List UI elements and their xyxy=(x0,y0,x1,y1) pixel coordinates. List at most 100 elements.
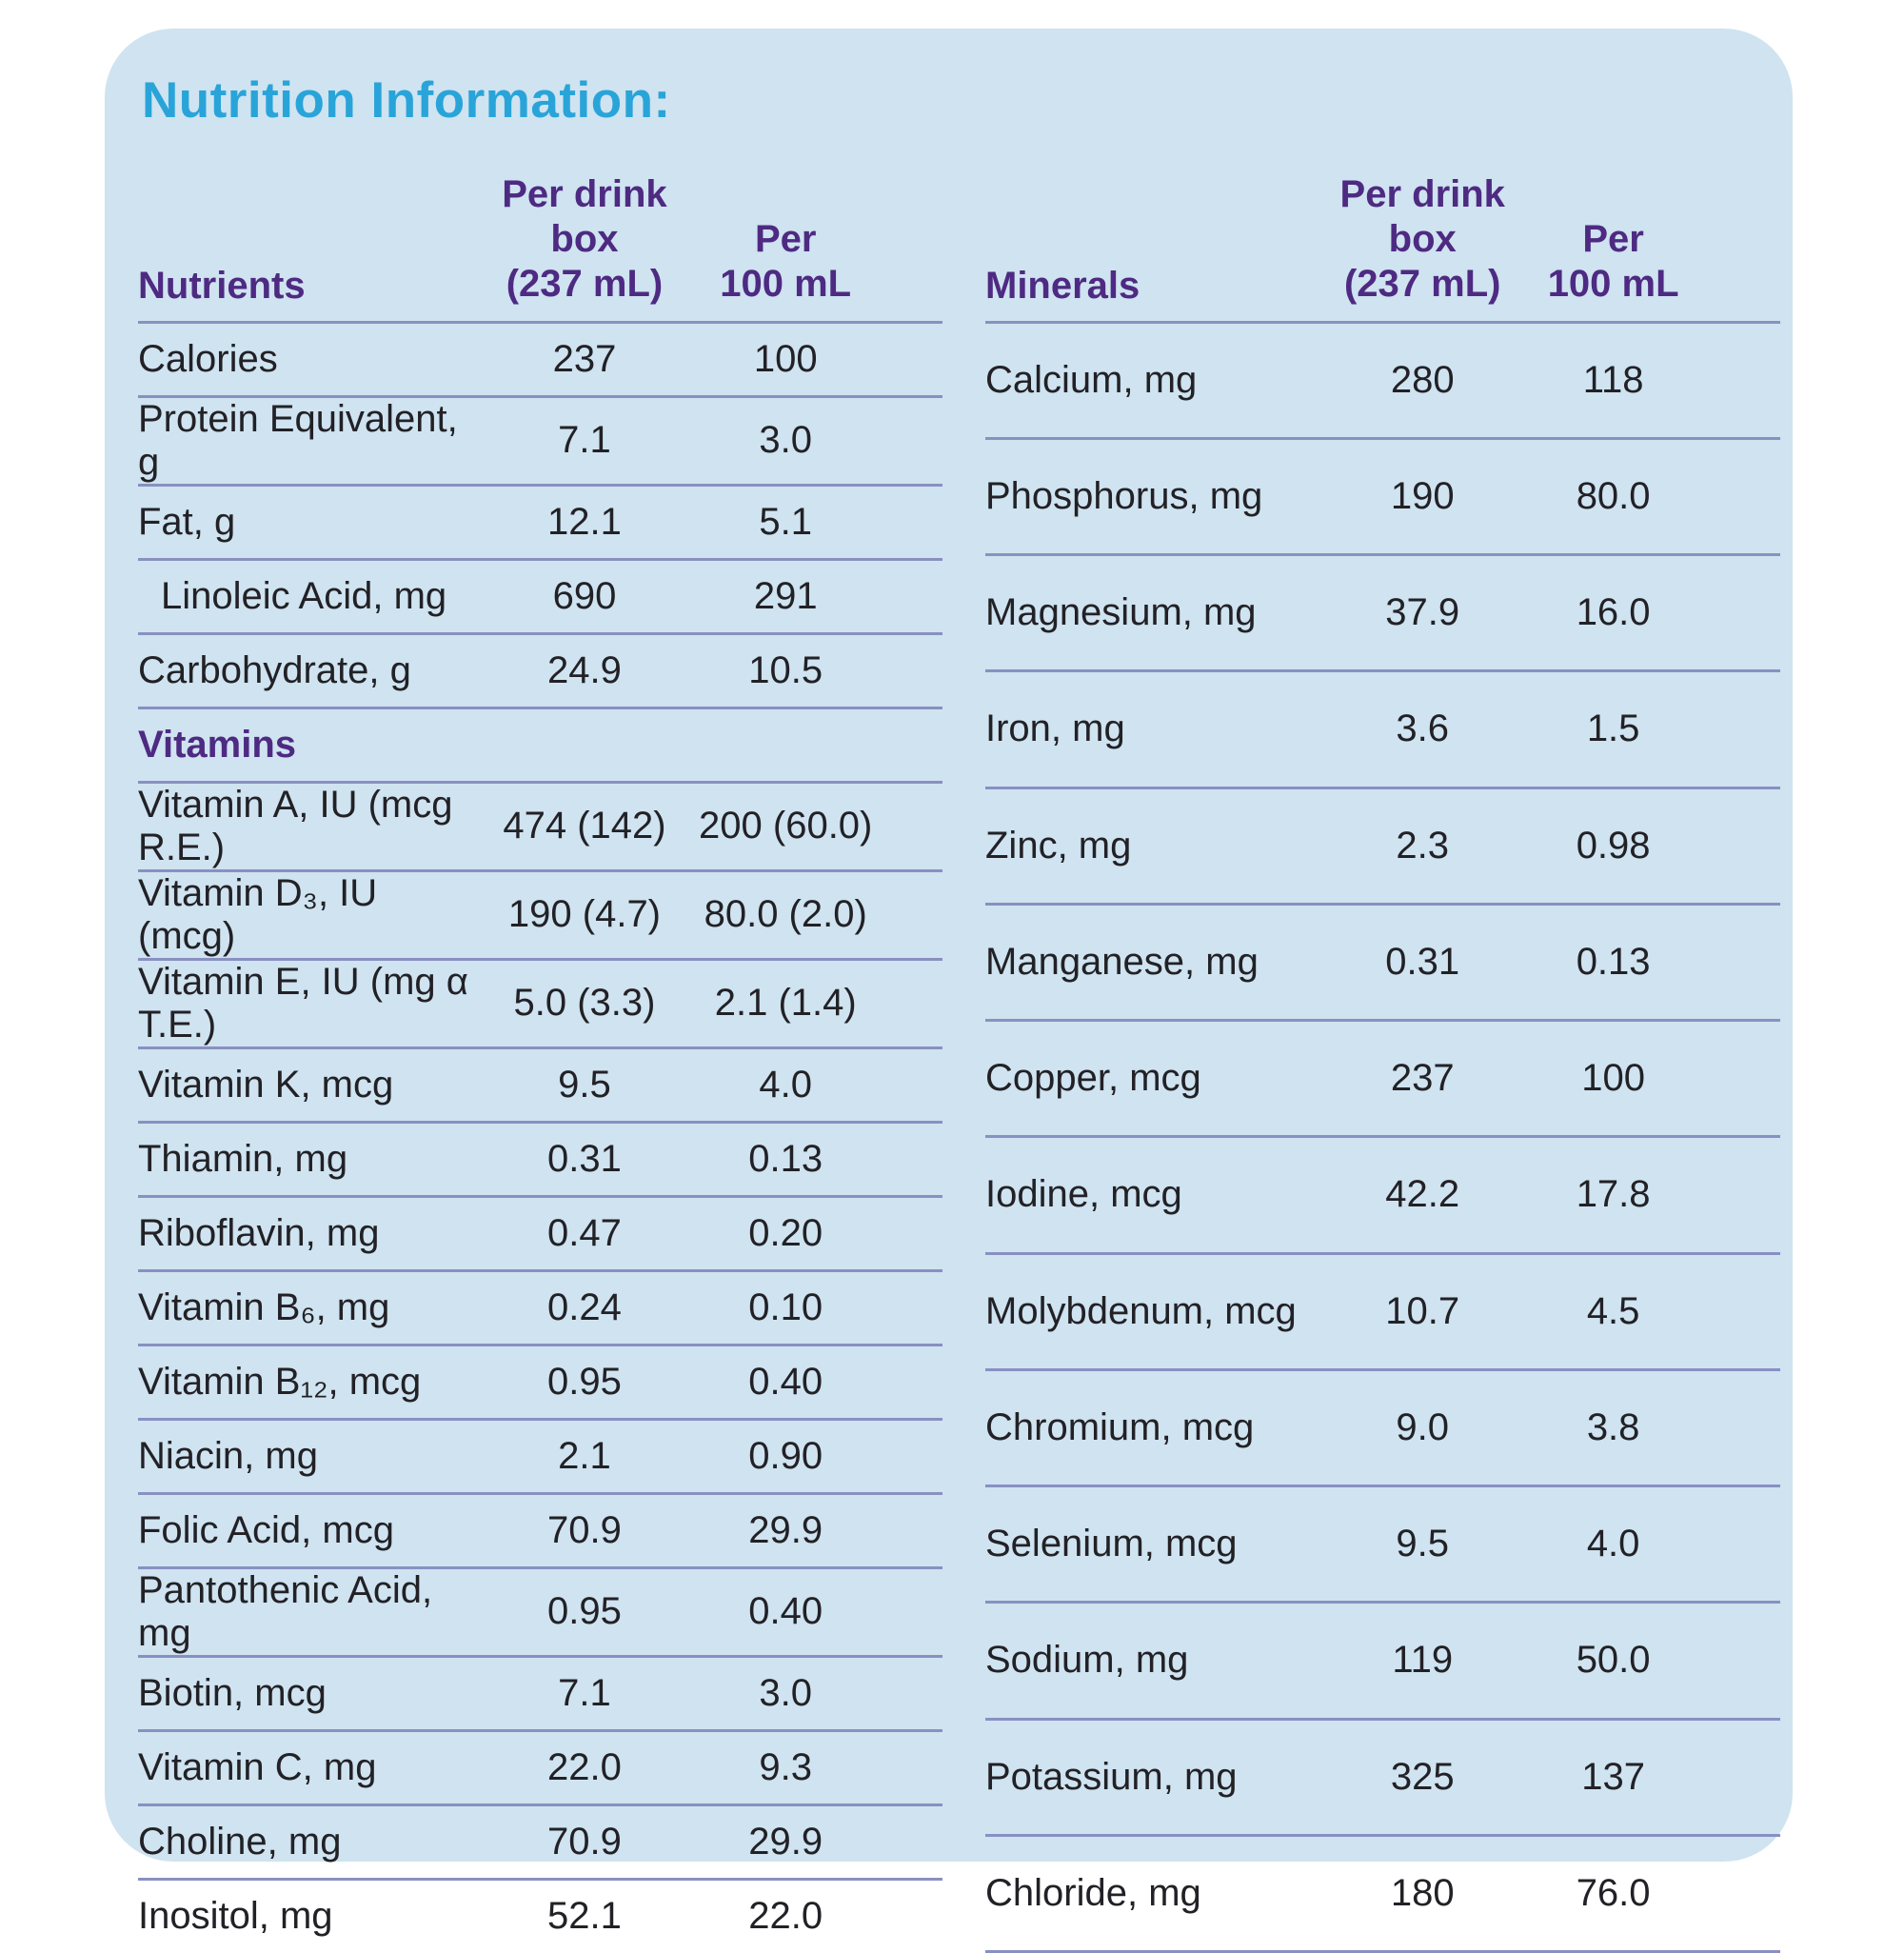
row-spacer xyxy=(878,633,942,709)
column-header-line: Per xyxy=(1582,218,1644,261)
column-header-per-100ml: Per 100 mL xyxy=(693,172,879,324)
row-spacer xyxy=(878,707,942,784)
table-row: Vitamin D₃, IU (mcg) 190 (4.7) 80.0 (2.0… xyxy=(138,870,942,961)
column-header-line: 100 mL xyxy=(720,263,852,306)
minerals-table: Minerals Per drink box (237 mL) Per 100 … xyxy=(985,172,1780,1953)
table-row: Vitamins xyxy=(138,707,942,784)
row-spacer xyxy=(878,1656,942,1732)
row-spacer xyxy=(1700,554,1780,673)
table-row: Vitamin B₆, mg 0.24 0.10 xyxy=(138,1270,942,1346)
nutrient-label: Linoleic Acid, mg xyxy=(138,559,476,635)
row-spacer xyxy=(1700,787,1780,906)
per-drink-box-value: 3.6 xyxy=(1319,670,1526,789)
row-spacer xyxy=(878,1879,942,1953)
table-row: Pantothenic Acid, mg 0.95 0.40 xyxy=(138,1567,942,1658)
per-100ml-value: 0.40 xyxy=(693,1345,879,1421)
table-row: Vitamin C, mg 22.0 9.3 xyxy=(138,1730,942,1806)
nutrition-panel: Nutrition Information: Nutrients Per dri… xyxy=(105,29,1793,1953)
mineral-label: Iron, mg xyxy=(985,670,1319,789)
table-row: Selenium, mcg 9.5 4.0 xyxy=(985,1485,1780,1604)
table-row: Niacin, mg 2.1 0.90 xyxy=(138,1419,942,1495)
per-100ml-value: 1.5 xyxy=(1525,670,1701,789)
per-drink-box-value: 52.1 xyxy=(547,1895,622,1938)
nutrient-label: Vitamin K, mcg xyxy=(138,1047,476,1124)
per-drink-box-value: 0.24 xyxy=(475,1270,694,1346)
nutrient-label: Carbohydrate, g xyxy=(138,633,476,709)
per-100ml-value: 80.0 (2.0) xyxy=(693,870,879,961)
per-drink-box-value: 9.5 xyxy=(475,1047,694,1124)
per-drink-box-value: 190 (4.7) xyxy=(475,870,694,961)
mineral-label: Zinc, mg xyxy=(985,787,1319,906)
per-100ml-value: 4.5 xyxy=(1525,1253,1701,1371)
nutrient-label: Choline, mg xyxy=(138,1804,476,1881)
per-drink-box-value: 70.9 xyxy=(475,1493,694,1569)
per-drink-box-value: 690 xyxy=(475,559,694,635)
table-row: Riboflavin, mg 0.47 0.20 xyxy=(138,1196,942,1272)
table-row: Copper, mcg 237 100 xyxy=(985,1020,1780,1139)
header-spacer xyxy=(1700,172,1780,324)
per-100ml-value: 0.20 xyxy=(693,1196,879,1272)
column-header-line: (237 mL) xyxy=(506,263,664,306)
table-row: Chloride, mg 180 76.0 xyxy=(985,1835,1780,1953)
column-header-line: Per drink box xyxy=(1339,173,1505,261)
per-100ml-value: 4.0 xyxy=(693,1047,879,1124)
nutrient-label: Vitamin E, IU (mg α T.E.) xyxy=(138,959,476,1049)
per-100ml-value: 3.8 xyxy=(1525,1369,1701,1488)
per-100ml-value: 9.3 xyxy=(693,1730,879,1806)
table-row: Magnesium, mg 37.9 16.0 xyxy=(985,554,1780,673)
row-spacer xyxy=(1700,1485,1780,1604)
row-spacer xyxy=(1700,322,1780,440)
per-100ml-value: 0.13 xyxy=(693,1122,879,1198)
row-spacer xyxy=(878,1567,942,1658)
table-row: Choline, mg 70.9 29.9 xyxy=(138,1804,942,1881)
nutrient-label: Vitamins xyxy=(138,707,476,784)
per-100ml-value: 0.90 xyxy=(693,1419,879,1495)
table-row: Phosphorus, mg 190 80.0 xyxy=(985,438,1780,557)
mineral-label: Molybdenum, mcg xyxy=(985,1253,1319,1371)
per-100ml-value: 0.10 xyxy=(693,1270,879,1346)
mineral-label: Manganese, mg xyxy=(985,904,1319,1023)
table-row: Sodium, mg 119 50.0 xyxy=(985,1602,1780,1721)
table-row: Vitamin B₁₂, mcg 0.95 0.40 xyxy=(138,1345,942,1421)
per-drink-box-value: 9.5 xyxy=(1319,1485,1526,1604)
table-row: Vitamin E, IU (mg α T.E.) 5.0 (3.3) 2.1 … xyxy=(138,959,942,1049)
row-spacer xyxy=(1700,1253,1780,1371)
nutrient-label: Vitamin B₆, mg xyxy=(138,1270,476,1346)
nutrient-label: Riboflavin, mg xyxy=(138,1196,476,1272)
table-row: Zinc, mg 2.3 0.98 xyxy=(985,787,1780,906)
per-100ml-value: 3.0 xyxy=(693,1656,879,1732)
row-spacer xyxy=(1700,1835,1780,1953)
nutrient-label: Protein Equivalent, g xyxy=(138,396,476,487)
mineral-label: Iodine, mcg xyxy=(985,1136,1319,1255)
row-spacer xyxy=(878,782,942,872)
mineral-label: Magnesium, mg xyxy=(985,554,1319,673)
per-drink-box-value: 9.0 xyxy=(1319,1369,1526,1488)
table-row: Linoleic Acid, mg 690 291 xyxy=(138,559,942,635)
column-header-line: Per drink box xyxy=(502,173,667,261)
per-100ml-value: 100 xyxy=(693,322,879,398)
per-100ml-value: 291 xyxy=(693,559,879,635)
column-header-label: Minerals xyxy=(985,264,1140,307)
column-header-per-100ml: Per 100 mL xyxy=(1525,172,1701,324)
per-drink-box-value: 0.47 xyxy=(475,1196,694,1272)
per-100ml-value: 200 (60.0) xyxy=(693,782,879,872)
nutrient-label: Fat, g xyxy=(138,485,476,561)
column-header-per-drink-box: Per drink box (237 mL) xyxy=(475,172,694,324)
nutrient-label: Folic Acid, mcg xyxy=(138,1493,476,1569)
per-drink-box-value: 22.0 xyxy=(475,1730,694,1806)
row-spacer xyxy=(1700,438,1780,557)
per-drink-box-value: 7.1 xyxy=(475,396,694,487)
per-100ml-value: 0.98 xyxy=(1525,787,1701,906)
per-drink-box-value: 0.31 xyxy=(1319,904,1526,1023)
per-drink-box-value: 37.9 xyxy=(1319,554,1526,673)
mineral-label: Calcium, mg xyxy=(985,322,1319,440)
nutrient-label: Vitamin D₃, IU (mcg) xyxy=(138,870,476,961)
table-row: Chromium, mcg 9.0 3.8 xyxy=(985,1369,1780,1488)
per-100ml-value: 22.0 xyxy=(748,1895,823,1938)
column-header-line: (237 mL) xyxy=(1343,263,1501,306)
table-row: Molybdenum, mcg 10.7 4.5 xyxy=(985,1253,1780,1371)
per-drink-box-value: 474 (142) xyxy=(475,782,694,872)
column-header-per-drink-box: Per drink box (237 mL) xyxy=(1319,172,1526,324)
row-spacer xyxy=(878,1804,942,1881)
column-header-nutrients: Nutrients xyxy=(138,172,476,324)
